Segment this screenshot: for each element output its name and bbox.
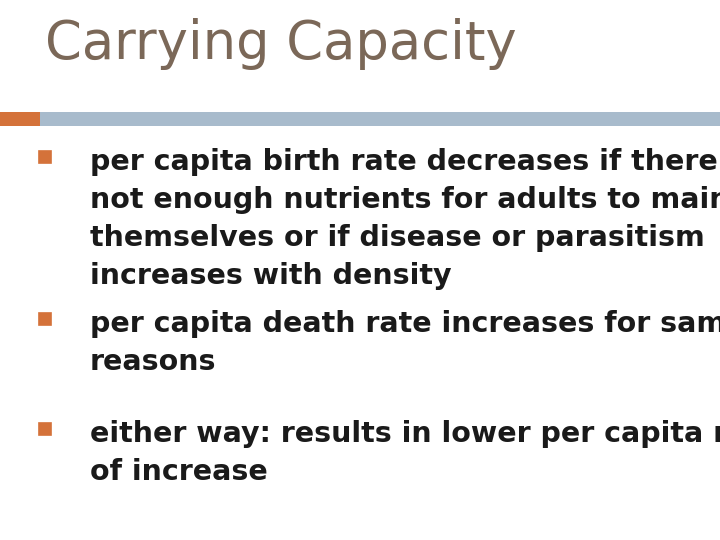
Text: per capita birth rate decreases if there are
not enough nutrients for adults to : per capita birth rate decreases if there… [90,148,720,289]
Bar [39,423,51,435]
Bar [0,112,40,126]
Text: Carrying Capacity: Carrying Capacity [45,18,517,70]
Bar [40,112,720,126]
Text: per capita death rate increases for same
reasons: per capita death rate increases for same… [90,310,720,376]
Bar [39,313,51,325]
Bar [39,151,51,163]
Text: either way: results in lower per capita rate
of increase: either way: results in lower per capita … [90,420,720,486]
